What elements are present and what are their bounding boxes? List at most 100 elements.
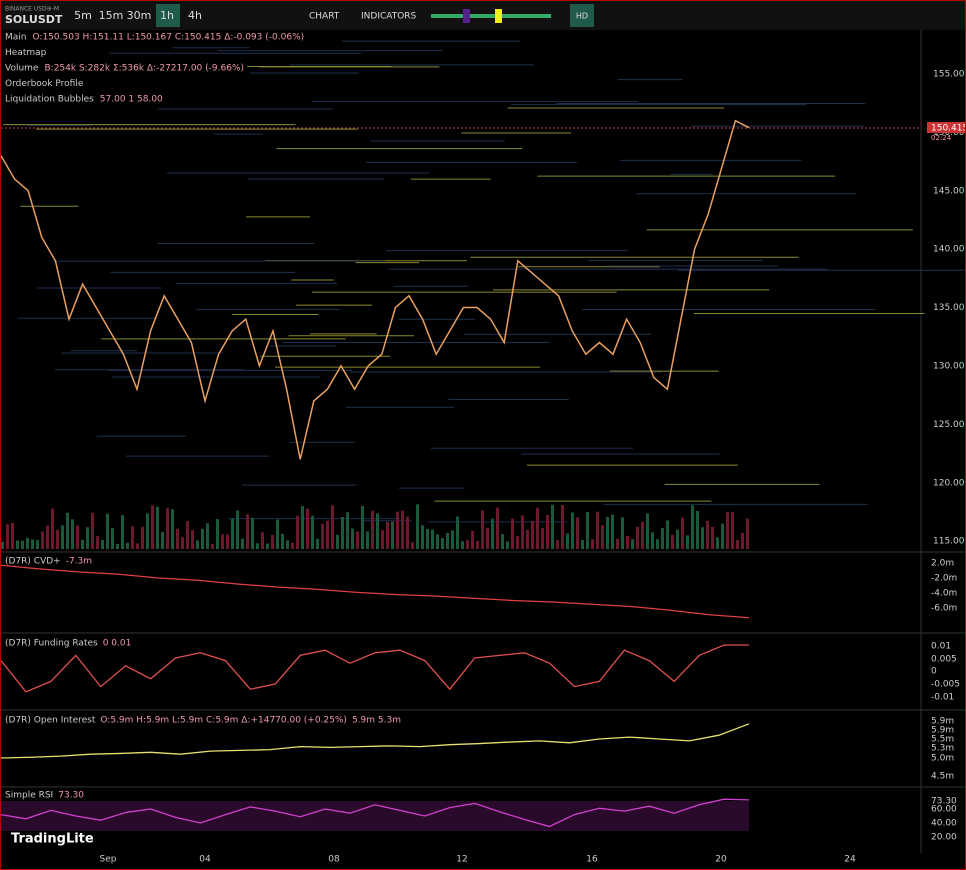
indicators-button[interactable]: INDICATORS: [361, 12, 417, 22]
volume-bar: [386, 521, 389, 549]
interval-button[interactable]: 5m: [74, 9, 92, 22]
slider[interactable]: [431, 14, 551, 18]
panel-tick: 4.5m: [931, 772, 954, 782]
volume-bar: [576, 517, 579, 549]
interval-button[interactable]: 1h: [160, 9, 174, 22]
panel-label: 73.30: [58, 791, 84, 801]
panel-tick: 0.01: [931, 642, 951, 652]
hd-label: HD: [576, 12, 588, 21]
volume-bar: [196, 540, 199, 549]
hd-button[interactable]: [570, 4, 594, 27]
interval-button[interactable]: 4h: [188, 9, 202, 22]
panel-tick: 5.5m: [931, 735, 954, 745]
volume-bar: [146, 513, 149, 549]
volume-bar: [461, 541, 464, 549]
volume-bar: [491, 518, 494, 549]
volume-bar: [236, 510, 239, 549]
legend-values: O:150.503 H:151.11 L:150.167 C:150.415 Δ…: [33, 33, 305, 43]
volume-bar: [651, 532, 654, 549]
symbol[interactable]: SOLUSDT: [5, 13, 63, 26]
volume-bar: [396, 511, 399, 549]
volume-bar: [341, 517, 344, 549]
volume-bar: [151, 505, 154, 549]
volume-bar: [41, 531, 44, 549]
volume-bar: [106, 513, 109, 549]
volume-bar: [631, 539, 634, 549]
volume-bar: [566, 533, 569, 549]
volume-bar: [271, 534, 274, 549]
volume-bar: [216, 519, 219, 549]
panel-tick: 5.0m: [931, 754, 954, 764]
price-tick: 125.00: [933, 420, 965, 430]
volume-bar: [231, 518, 234, 549]
volume-bar: [101, 539, 104, 549]
volume-bar: [531, 520, 534, 549]
volume-bar: [81, 539, 84, 549]
volume-bar: [571, 512, 574, 549]
volume-bar: [291, 542, 294, 549]
volume-bar: [86, 527, 89, 549]
panel-tick: 73.30: [931, 797, 957, 807]
volume-bar: [241, 538, 244, 549]
panel-tick: 0: [931, 667, 937, 677]
volume-bar: [601, 525, 604, 549]
volume-bar: [301, 506, 304, 549]
volume-bar: [286, 540, 289, 549]
volume-bar: [56, 529, 59, 549]
interval-button[interactable]: 15m: [99, 9, 124, 22]
volume-bar: [721, 523, 724, 549]
volume-bar: [416, 504, 419, 549]
panel-tick: 2.0m: [931, 559, 954, 569]
price-badge: [927, 122, 965, 133]
volume-bar: [266, 543, 269, 549]
price-tick: 115.00: [933, 537, 965, 547]
volume-bar: [511, 518, 514, 549]
slider-handle[interactable]: [463, 9, 470, 23]
volume-bar: [1, 541, 4, 549]
slider-handle[interactable]: [495, 9, 502, 23]
volume-bar: [161, 531, 164, 549]
funding-line: [1, 644, 749, 693]
volume-bar: [711, 526, 714, 549]
panel-label: 5.9m 5.3m: [352, 716, 401, 726]
volume-bar: [431, 529, 434, 549]
panel-tick: 60.00: [931, 805, 957, 815]
panel-tick: 20.00: [931, 833, 957, 843]
volume-bar: [316, 538, 319, 549]
volume-bar: [351, 528, 354, 549]
volume-bar: [411, 542, 414, 549]
volume-bar: [641, 521, 644, 549]
volume-bar: [31, 539, 34, 549]
volume-bar: [451, 530, 454, 549]
chart-button[interactable]: CHART: [309, 12, 340, 22]
legend-label: Main: [5, 33, 27, 43]
volume-bar: [281, 533, 284, 549]
panel-label: O:5.9m H:5.9m L:5.9m C:5.9m Δ:+14770.00 …: [100, 716, 347, 726]
volume-bar: [456, 516, 459, 549]
volume-bar: [261, 532, 264, 549]
legend-label: Volume: [5, 64, 39, 74]
volume-bar: [181, 537, 184, 549]
volume-bar: [26, 538, 29, 549]
countdown: 02:24: [931, 134, 952, 142]
volume-bar: [536, 507, 539, 549]
interval-button[interactable]: 30m: [127, 9, 152, 22]
volume-bar: [346, 512, 349, 549]
volume-bar: [246, 514, 249, 549]
volume-bar: [506, 541, 509, 549]
volume-bar: [596, 511, 599, 549]
active-interval[interactable]: [156, 4, 180, 27]
volume-bar: [211, 543, 214, 549]
volume-bar: [256, 543, 259, 549]
oi-line: [1, 723, 750, 759]
volume-bar: [691, 505, 694, 549]
panel-tick: 40.00: [931, 819, 957, 829]
volume-bar: [191, 530, 194, 549]
volume-bar: [6, 524, 9, 549]
volume-bar: [46, 525, 49, 549]
volume-bar: [186, 521, 189, 549]
volume-bar: [736, 540, 739, 549]
legend-values: 57.00 1 58.00: [100, 95, 163, 105]
volume-bar: [686, 535, 689, 549]
